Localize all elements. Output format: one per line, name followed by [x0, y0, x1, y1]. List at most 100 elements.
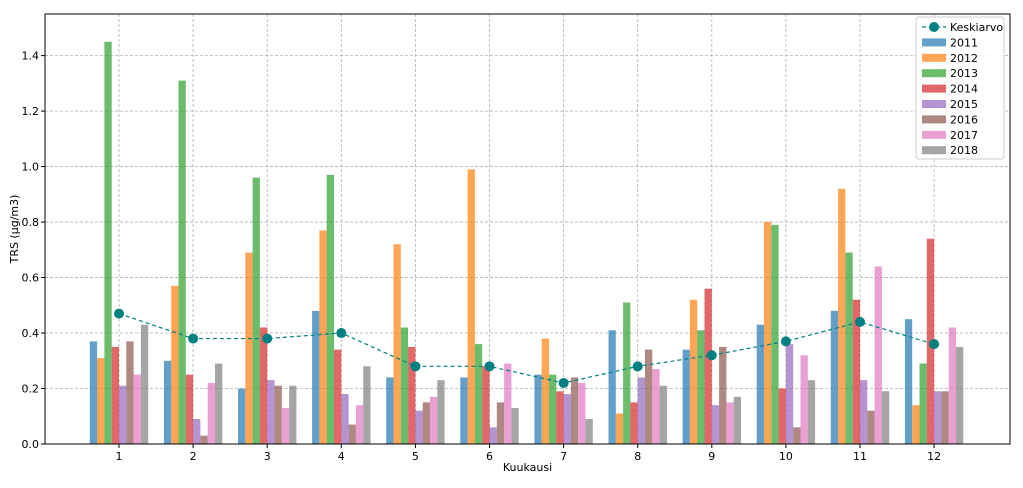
- x-tick-label: 1: [116, 450, 123, 463]
- average-point: [780, 336, 791, 347]
- y-tick-label: 0.0: [22, 438, 40, 451]
- bar-2014: [334, 349, 342, 444]
- bar-2013: [474, 344, 483, 444]
- x-tick-label: 7: [560, 450, 567, 463]
- bar-2016: [422, 402, 430, 444]
- bar-2014: [482, 366, 490, 444]
- bar-2017: [207, 382, 215, 444]
- bar-2016: [570, 377, 579, 444]
- y-tick-label: 0.2: [22, 383, 40, 396]
- y-tick-label: 1.2: [22, 105, 40, 118]
- legend-swatch: [922, 115, 946, 124]
- bar-2015: [860, 380, 868, 444]
- legend-label: 2012: [950, 52, 978, 65]
- bar-2012: [689, 299, 698, 444]
- bar-2015: [711, 405, 720, 444]
- legend: Keskiarvo 2011 2012 2013 2014 2015 2016 2017 201…: [915, 16, 1005, 160]
- legend-swatch: [922, 69, 946, 78]
- bar-2012: [615, 413, 624, 444]
- bar-2018: [215, 363, 223, 444]
- bar-2017: [133, 374, 141, 444]
- bar-2014: [556, 391, 564, 444]
- bar-2012: [541, 338, 549, 444]
- bar-2015: [193, 419, 201, 444]
- bar-2017: [948, 327, 956, 444]
- x-tick-label: 8: [634, 450, 641, 463]
- legend-swatch: [922, 53, 946, 62]
- x-tick-label: 3: [264, 450, 271, 463]
- bar-2014: [111, 346, 119, 444]
- legend-marker: [929, 22, 939, 32]
- bar-2012: [838, 188, 846, 444]
- y-axis-label: TRS (µg/m3): [8, 195, 21, 265]
- bar-2015: [785, 344, 794, 444]
- bar-2013: [326, 174, 334, 444]
- bar-2018: [511, 407, 519, 444]
- legend-box: [915, 16, 1005, 160]
- bar-2016: [496, 402, 505, 444]
- legend-swatch: [922, 100, 946, 108]
- bar-2017: [430, 396, 438, 444]
- bar-2013: [400, 327, 409, 444]
- bar-2011: [682, 349, 690, 444]
- bar-2015: [267, 380, 275, 444]
- plot-frame: [44, 13, 1011, 445]
- legend-label: Keskiarvo: [950, 21, 1003, 34]
- bar-2012: [467, 169, 475, 444]
- bar-2016: [645, 349, 653, 444]
- bar-2013: [771, 224, 779, 444]
- bar-2017: [504, 363, 512, 444]
- average-point: [188, 333, 199, 344]
- y-tick-label: 1.0: [22, 161, 40, 174]
- x-tick-label: 5: [412, 450, 419, 463]
- bar-2018: [585, 419, 593, 444]
- bar-2013: [697, 330, 705, 444]
- y-tick-label: 0.8: [22, 216, 40, 229]
- bar-2014: [259, 327, 268, 444]
- average-line: [114, 308, 940, 388]
- bar-2012: [912, 405, 920, 444]
- bar-2018: [807, 380, 816, 444]
- bar-2013: [104, 41, 112, 444]
- bar-2018: [733, 396, 741, 444]
- bar-2015: [119, 385, 127, 444]
- bar-2015: [563, 394, 571, 444]
- bar-2015: [415, 410, 423, 444]
- bar-2015: [489, 427, 497, 444]
- bar-2015: [637, 377, 645, 444]
- bar-2011: [460, 377, 468, 444]
- y-tick-label: 1.4: [22, 50, 40, 63]
- average-line-path: [118, 313, 935, 384]
- bar-2014: [852, 299, 860, 444]
- average-point: [484, 361, 495, 372]
- bar-2012: [97, 358, 105, 444]
- bar-2012: [171, 285, 179, 444]
- bar-2017: [578, 382, 586, 444]
- bar-2018: [289, 385, 297, 444]
- y-tick-label: 0.4: [22, 327, 40, 340]
- legend-swatch: [922, 130, 946, 139]
- average-point: [336, 328, 347, 339]
- bar-2018: [659, 385, 667, 444]
- bar-2013: [252, 177, 260, 444]
- bar-2011: [830, 310, 839, 444]
- legend-label: 2011: [950, 36, 978, 49]
- average-point: [262, 333, 273, 344]
- bar-2018: [140, 324, 149, 444]
- average-point: [558, 377, 569, 388]
- legend-swatch: [922, 38, 946, 47]
- bar-2012: [393, 244, 401, 444]
- average-point: [855, 316, 865, 327]
- bar-2014: [704, 288, 712, 444]
- bar-2011: [386, 377, 394, 444]
- bar-2016: [719, 346, 727, 444]
- legend-label: 2013: [950, 67, 978, 80]
- x-tick-label: 4: [338, 450, 345, 463]
- bar-2017: [874, 266, 882, 444]
- x-tick-label: 12: [927, 450, 941, 463]
- bar-2016: [867, 410, 875, 444]
- x-tick-label: 9: [708, 450, 715, 463]
- bar-2011: [238, 388, 246, 444]
